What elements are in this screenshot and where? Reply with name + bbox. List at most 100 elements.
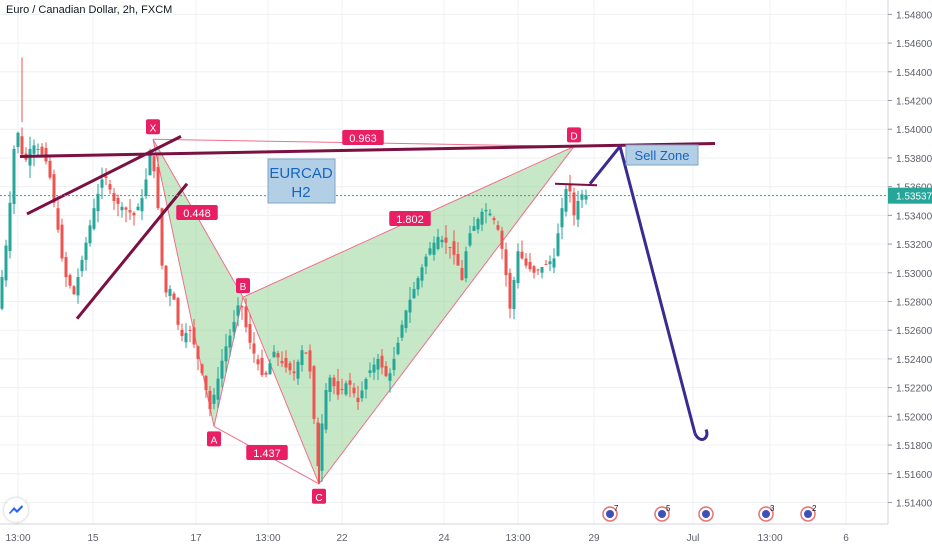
candle-body — [360, 390, 364, 399]
candle — [140, 188, 144, 221]
candle — [212, 387, 216, 410]
pattern-point-c[interactable]: C — [312, 488, 326, 504]
price-tick-label: 1.54200 — [896, 96, 932, 107]
pattern-point-b[interactable]: B — [236, 278, 250, 294]
candle-body — [144, 179, 148, 197]
candle — [216, 367, 220, 409]
ratio-label-bg — [246, 445, 288, 460]
candle-body — [148, 150, 152, 176]
pattern-point-d[interactable]: D — [567, 127, 581, 143]
resistance-trendline[interactable] — [19, 142, 716, 158]
time-tick-label: 22 — [336, 533, 348, 544]
point-label-bg — [207, 431, 221, 447]
ratio-label-text: 1.437 — [253, 448, 281, 460]
candle-body — [280, 360, 284, 364]
current-price-label: 1.53537 — [896, 192, 932, 203]
time-axis: 13:00 15 17 13:00 22 24 13:00 29 Jul 13:00 6 — [0, 523, 888, 550]
candle-body — [188, 329, 192, 331]
candle — [168, 285, 172, 307]
candle — [460, 260, 464, 281]
channel-upper-line[interactable] — [26, 135, 182, 216]
candle-body — [464, 251, 468, 279]
candle-body — [292, 371, 296, 374]
candle — [508, 268, 512, 319]
candle — [472, 216, 476, 232]
pattern-point-x[interactable]: X — [146, 119, 160, 135]
pair-box-bg — [267, 158, 336, 204]
event-badge[interactable]: 2 — [800, 504, 817, 522]
candle-body — [100, 179, 104, 188]
candle-body — [404, 310, 408, 329]
candle-body — [312, 366, 316, 419]
candle-body — [576, 200, 580, 220]
candle-body — [160, 208, 164, 266]
candle-body — [140, 198, 144, 212]
sell-zone-box[interactable]: Sell Zone — [625, 144, 699, 166]
candle — [164, 264, 168, 298]
candle — [240, 305, 244, 320]
candle-body — [20, 136, 24, 155]
candle-body — [456, 253, 460, 266]
candle-body — [448, 246, 452, 248]
candle-body — [388, 373, 392, 381]
candle — [76, 268, 80, 304]
candle-body — [256, 359, 260, 365]
candle — [208, 385, 212, 417]
candle — [304, 352, 308, 355]
ratio-label-text: 0.963 — [349, 133, 377, 145]
time-tick-label: 29 — [588, 533, 600, 544]
sell-projection-arrow[interactable] — [588, 144, 709, 441]
candle-body — [424, 256, 428, 267]
candle — [84, 236, 88, 271]
candle-body — [76, 277, 80, 296]
projection-path[interactable] — [588, 144, 697, 434]
candle-body — [380, 355, 384, 368]
price-tick-label: 1.51600 — [896, 470, 932, 481]
candle — [496, 220, 500, 232]
candle-body — [268, 363, 272, 375]
candle-body — [108, 184, 112, 190]
event-badge[interactable]: 5 — [654, 504, 671, 522]
candle — [104, 167, 108, 186]
candle — [468, 225, 472, 248]
channel-lower-line[interactable] — [75, 182, 189, 320]
event-badge[interactable] — [698, 506, 714, 522]
candle — [64, 251, 68, 287]
candle — [292, 359, 296, 381]
candle-body — [332, 377, 336, 387]
candle — [220, 348, 224, 388]
candle — [172, 291, 176, 300]
event-badge[interactable]: 7 — [602, 504, 619, 522]
local-high-line[interactable] — [554, 182, 598, 187]
candle — [272, 345, 276, 358]
candle-body — [452, 241, 456, 255]
candle-body — [584, 195, 588, 200]
price-tick-label: 1.52600 — [896, 326, 932, 337]
time-tick-label: 13:00 — [5, 533, 30, 544]
candle-body — [484, 209, 488, 212]
price-tick-label: 1.54600 — [896, 39, 932, 50]
candle-body — [372, 364, 376, 373]
candle — [444, 225, 448, 254]
ratio-label-text: 0.448 — [183, 208, 211, 220]
pair-box-line2: H2 — [291, 184, 310, 201]
point-label-text: D — [570, 131, 577, 142]
tradingview-logo-icon[interactable] — [4, 498, 28, 522]
time-tick-label: 15 — [87, 533, 99, 544]
candle-body — [476, 218, 480, 230]
candle-body — [304, 352, 308, 354]
candle — [384, 361, 388, 378]
pair-info-box[interactable]: EURCAD H2 — [267, 158, 336, 204]
candle-body — [176, 298, 180, 325]
projection-hook — [693, 428, 709, 441]
candle — [512, 276, 516, 320]
candle-body — [400, 324, 404, 338]
candle-body — [72, 286, 76, 295]
event-badge[interactable]: 3 — [758, 504, 775, 522]
pattern-point-a[interactable]: A — [207, 431, 221, 447]
candle-body — [532, 266, 536, 273]
event-badge-flag — [702, 510, 710, 518]
candle-body — [544, 264, 548, 266]
candle — [576, 190, 580, 228]
